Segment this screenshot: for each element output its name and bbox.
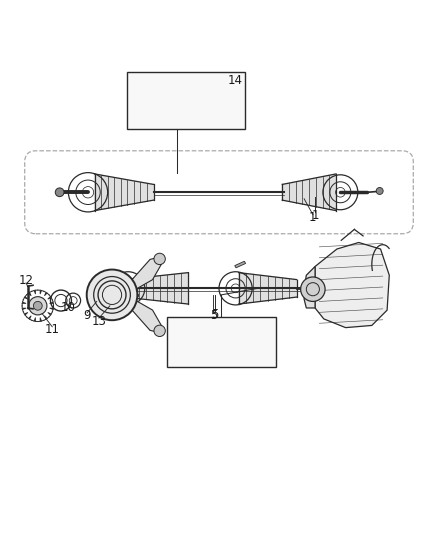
Text: 13: 13: [92, 314, 106, 328]
Polygon shape: [315, 243, 389, 328]
Polygon shape: [235, 261, 246, 268]
Text: 9: 9: [83, 309, 91, 322]
Circle shape: [29, 297, 47, 315]
Polygon shape: [132, 272, 188, 304]
Polygon shape: [130, 257, 162, 290]
Text: 1: 1: [309, 211, 317, 224]
Circle shape: [87, 270, 138, 320]
Bar: [127, 72, 245, 129]
Text: 5: 5: [210, 309, 217, 322]
Text: 10: 10: [61, 302, 76, 314]
Circle shape: [55, 188, 64, 197]
Text: 14: 14: [228, 74, 243, 86]
Text: 5: 5: [211, 308, 218, 321]
Circle shape: [300, 277, 325, 302]
Text: 11: 11: [45, 324, 60, 336]
Circle shape: [376, 188, 383, 195]
Polygon shape: [95, 174, 153, 211]
Polygon shape: [130, 300, 162, 333]
Text: 1: 1: [311, 209, 319, 222]
Polygon shape: [239, 272, 297, 304]
Polygon shape: [283, 174, 336, 211]
Text: 12: 12: [18, 274, 34, 287]
Circle shape: [154, 325, 165, 336]
Polygon shape: [304, 266, 315, 308]
Circle shape: [33, 301, 42, 310]
Bar: [166, 317, 276, 367]
Circle shape: [154, 253, 165, 264]
